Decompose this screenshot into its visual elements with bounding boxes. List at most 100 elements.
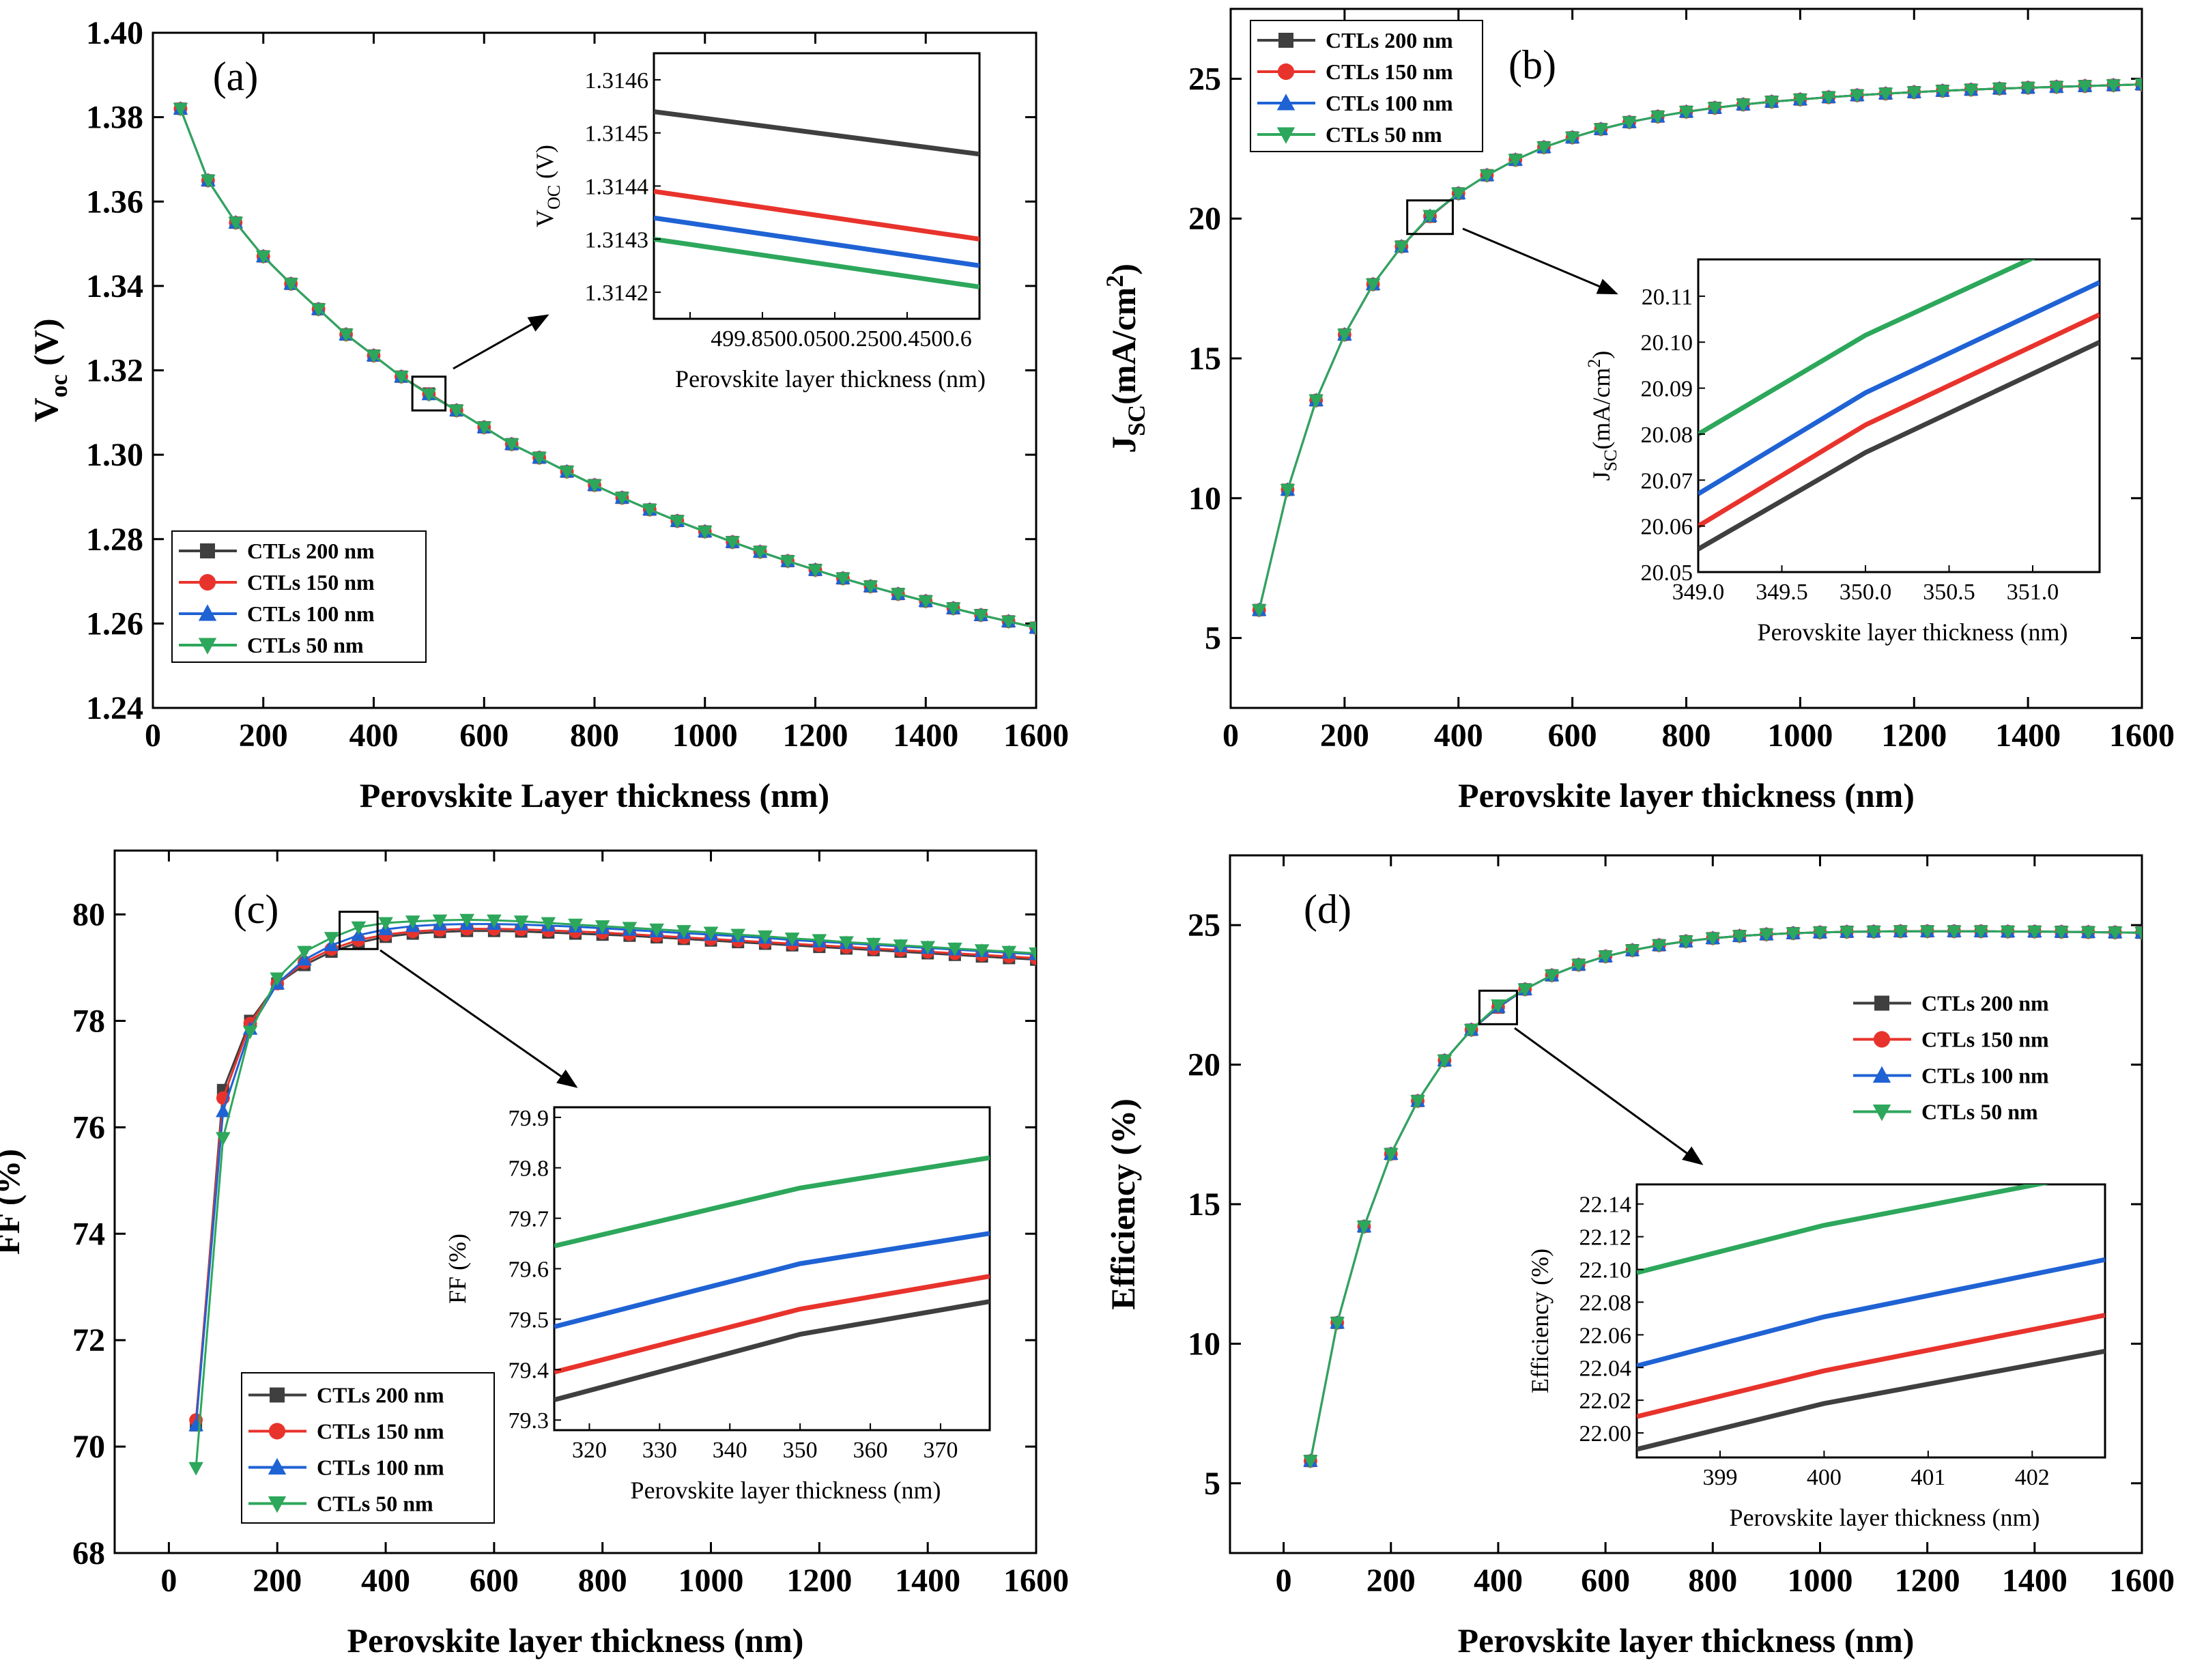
inset-series-line (554, 1155, 990, 1249)
data-point (1544, 969, 1560, 984)
panel-letter: (c) (233, 887, 279, 932)
data-point (1622, 116, 1637, 130)
inset-panel: 399 400 401 402 22.00 22.02 22.04 22.06 22.08 22.… (1526, 1183, 2106, 1531)
data-point (532, 451, 547, 466)
inset-x-tick-label: 340 (713, 1438, 747, 1463)
data-point (216, 1103, 231, 1117)
y-tick-label: 20 (1188, 1047, 1220, 1083)
data-point (1517, 983, 1533, 997)
x-tick-label: 600 (470, 1563, 519, 1599)
data-point (1866, 926, 1881, 939)
inset-y-axis-label-sup: 2 (1584, 359, 1604, 368)
inset-y-tick-label: 79.9 (509, 1106, 549, 1131)
data-point (283, 278, 298, 292)
data-point (622, 922, 638, 936)
inset-y-tick-label: 79.8 (509, 1156, 549, 1182)
inset-x-tick-label: 401 (1911, 1465, 1945, 1490)
data-point (670, 515, 685, 529)
inset-y-tick-label: 20.10 (1641, 330, 1693, 356)
legend-label: CTLs 200 nm (317, 1383, 444, 1408)
legend-marker (268, 1423, 286, 1440)
inset-y-tick-label: 20.06 (1641, 515, 1693, 540)
data-point (780, 555, 795, 569)
data-point (1422, 210, 1437, 224)
data-point (2049, 81, 2064, 95)
legend-marker (268, 1496, 287, 1513)
inset-y-tick-label: 20.08 (1641, 423, 1693, 448)
data-point (1764, 96, 1779, 110)
data-point (752, 545, 768, 560)
legend: CTLs 200 nm CTLs 150 nm CTLs 100 nm CTLs 50… (171, 530, 427, 663)
chart-panel-c: 0 200 400 600 800 1000 1200 1400 1600 68 70 72 74 76 7… (0, 849, 1069, 1660)
data-point (891, 588, 906, 602)
data-point (642, 503, 657, 517)
y-tick-label: 1.32 (86, 353, 143, 389)
x-tick-label: 1200 (783, 717, 848, 754)
data-point (1821, 91, 1836, 105)
inset-y-tick-label: 20.05 (1641, 560, 1693, 586)
inset-y-tick-label: 22.02 (1579, 1389, 1632, 1414)
legend-label: CTLs 100 nm (1326, 91, 1453, 115)
y-axis-label-main: J (1104, 436, 1143, 453)
data-point (311, 303, 326, 317)
data-point (676, 925, 691, 939)
y-axis-label-sub: SC (1123, 405, 1150, 436)
inset-y-axis-label-main: Efficiency (%) (1526, 1249, 1554, 1393)
x-tick-label: 1200 (1881, 717, 1947, 754)
inset-y-tick-label: 79.4 (509, 1358, 549, 1383)
inset-series-group (1698, 259, 2100, 552)
zoom-box (1478, 989, 1518, 1025)
data-point (1678, 935, 1693, 950)
y-tick-label: 15 (1188, 1186, 1220, 1223)
inset-series-line (1698, 340, 2100, 552)
x-tick-label: 800 (570, 717, 619, 754)
data-point (863, 580, 878, 595)
inset-y-axis-label-sub: SC (1601, 450, 1620, 472)
series-group (173, 101, 1036, 636)
y-tick-label: 10 (1188, 481, 1221, 517)
y-tick-label: 70 (72, 1429, 105, 1465)
legend-marker (199, 573, 216, 591)
data-point (1330, 1317, 1345, 1330)
y-tick-label: 5 (1205, 621, 1221, 657)
series-group (1251, 76, 2142, 618)
x-tick-label: 800 (578, 1563, 627, 1599)
inset-panel: 320 330 340 350 360 370 79.3 79.4 79.5 79.6 79.7 79… (444, 1106, 991, 1504)
data-point (1786, 927, 1801, 941)
data-point (487, 914, 502, 928)
y-tick-label: 1.28 (86, 522, 143, 558)
data-point (784, 932, 800, 946)
y-tick-label: 25 (1188, 61, 1221, 97)
series-line (195, 923, 1036, 1426)
x-tick-label: 1000 (1787, 1563, 1852, 1599)
data-point (324, 932, 339, 946)
zoom-box (411, 375, 447, 412)
x-axis-label: Perovskite Layer thickness (nm) (360, 776, 829, 814)
data-point (1536, 141, 1551, 156)
data-point (1356, 1221, 1372, 1234)
legend-label: CTLs 50 nm (247, 633, 364, 657)
data-point (2080, 926, 2096, 940)
data-point (1732, 930, 1747, 944)
data-point (973, 609, 988, 623)
inset-series-group (654, 109, 979, 289)
x-tick-label: 1000 (672, 717, 738, 754)
x-tick-label: 0 (145, 717, 161, 754)
zoom-arrow (1462, 227, 1618, 295)
data-point (2107, 926, 2123, 941)
x-axis-label: Perovskite layer thickness (nm) (1458, 1621, 1915, 1660)
data-point (1625, 944, 1640, 958)
data-point (188, 1462, 203, 1476)
inset-x-tick-label: 402 (2015, 1465, 2050, 1490)
x-tick-label: 1600 (1003, 1563, 1069, 1599)
y-tick-label: 1.26 (86, 606, 143, 642)
y-tick-label: 20 (1188, 201, 1221, 237)
data-point (1437, 1054, 1453, 1068)
panel-letter: (d) (1304, 887, 1351, 932)
data-point (730, 928, 746, 943)
data-point (839, 936, 854, 950)
data-point (1251, 604, 1267, 618)
x-tick-label: 1400 (1995, 717, 2061, 754)
inset-y-tick-label: 1.3143 (585, 227, 649, 253)
